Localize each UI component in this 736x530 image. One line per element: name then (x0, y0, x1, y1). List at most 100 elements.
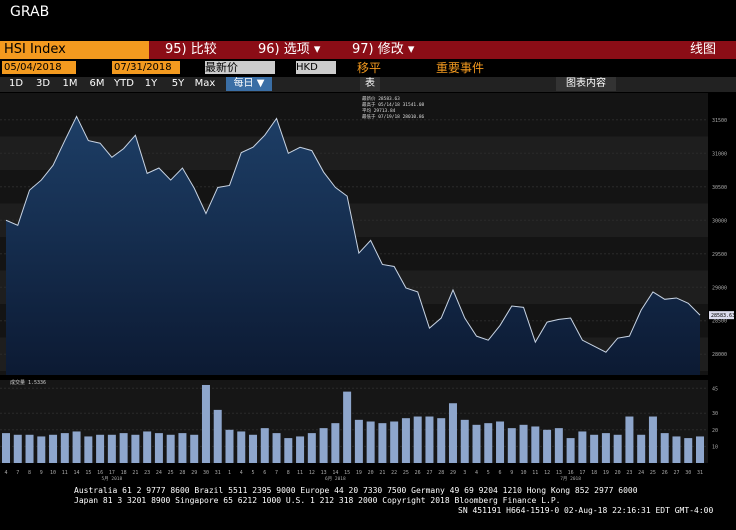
x-tick-label: 31 (215, 470, 221, 476)
x-tick-label: 19 (603, 470, 609, 476)
legend-entry: 最高于 05/14/18 31541.08 (362, 101, 425, 108)
x-tick-label: 25 (403, 470, 409, 476)
volume-bar (72, 431, 81, 463)
x-tick-label: 4 (475, 470, 478, 476)
legend-entry: 最新价 28583.63 (362, 95, 400, 102)
last-label: 28583.63 (711, 313, 735, 319)
x-tick-label: 15 (344, 470, 350, 476)
volume-bar (284, 438, 293, 463)
x-tick-label: 27 (673, 470, 679, 476)
x-tick-label: 26 (415, 470, 421, 476)
month-label: 6月 2018 (325, 476, 346, 482)
volume-bar (107, 434, 116, 463)
menu-compare[interactable]: 95) 比较 (165, 42, 217, 57)
x-tick-label: 14 (74, 470, 80, 476)
volume-bar (554, 428, 563, 463)
volume-bar (460, 419, 469, 463)
volume-bar (25, 434, 34, 463)
x-tick-label: 10 (521, 470, 527, 476)
volume-bar (178, 433, 187, 463)
x-tick-label: 24 (638, 470, 644, 476)
field[interactable]: 最新价 (205, 61, 275, 74)
volume-bar (684, 438, 693, 463)
y-tick-label: 31000 (712, 151, 727, 157)
volume-bar (590, 434, 599, 463)
contents-button[interactable]: 图表内容 (556, 77, 616, 91)
volume-bar (2, 433, 10, 463)
volume-bar (660, 433, 669, 463)
x-tick-label: 12 (309, 470, 315, 476)
shift[interactable]: 移平 (357, 61, 382, 75)
x-tick-label: 27 (426, 470, 432, 476)
volume-bar (366, 421, 375, 463)
frequency[interactable]: 每日 ▼ (226, 77, 272, 91)
volume-bar (201, 384, 210, 463)
chart-type[interactable]: 线图 (690, 42, 717, 57)
volume-bar (237, 431, 246, 463)
x-tick-label: 28 (179, 470, 185, 476)
volume-bar (519, 424, 528, 463)
volume-bar (566, 438, 575, 463)
menu-options[interactable]: 96) 选项 ▾ (258, 42, 321, 57)
y-tick-label: 30500 (712, 185, 727, 191)
x-tick-label: 1 (228, 470, 231, 476)
period-button[interactable]: 1M (62, 78, 78, 89)
volume-bar (119, 433, 128, 463)
volume-bg (0, 380, 708, 463)
volume-legend: 成交量 1.5336 (10, 379, 46, 386)
x-tick-label: 11 (62, 470, 68, 476)
title-bar (0, 41, 736, 59)
price-line (5, 115, 701, 353)
x-tick-label: 30 (203, 470, 209, 476)
volume-bar (49, 434, 58, 463)
month-label: 7月 2018 (560, 476, 581, 482)
period-button[interactable]: 1D (8, 78, 24, 89)
volume-bar (60, 433, 69, 463)
volume-bar (154, 433, 163, 463)
y-tick-label: 30000 (712, 218, 727, 224)
volume-bar (260, 428, 269, 463)
table-button[interactable]: 表 (360, 77, 380, 91)
x-tick-label: 8 (287, 470, 290, 476)
last-box (709, 311, 734, 320)
x-tick-label: 18 (591, 470, 597, 476)
events[interactable]: 重要事件 (436, 61, 485, 75)
currency[interactable]: HKD (296, 61, 336, 74)
menu-modify[interactable]: 97) 修改 ▾ (352, 42, 415, 57)
ticker[interactable]: HSI Index (0, 41, 149, 59)
x-tick-label: 6 (499, 470, 502, 476)
period-button[interactable]: Max (194, 78, 216, 89)
x-tick-label: 6 (263, 470, 266, 476)
volume-bar (354, 419, 363, 463)
start-date[interactable]: 05/04/2018 (2, 61, 76, 74)
volume-tick-label: 30 (712, 411, 718, 417)
x-tick-label: 7 (275, 470, 278, 476)
period-button[interactable]: YTD (114, 78, 134, 89)
volume-tick-label: 45 (712, 386, 718, 392)
volume-bar (307, 433, 316, 463)
x-tick-label: 29 (191, 470, 197, 476)
period-button[interactable]: 1Y (144, 78, 158, 89)
period-button[interactable]: 3D (35, 78, 51, 89)
legend-entry: 平均 29713.84 (362, 107, 396, 114)
period-button[interactable]: 5Y (171, 78, 185, 89)
volume-bar (190, 434, 199, 463)
footer-line: SN 451191 H664-1519-0 02-Aug-18 22:16:31… (458, 506, 714, 515)
x-tick-label: 18 (121, 470, 127, 476)
x-tick-label: 25 (168, 470, 174, 476)
x-tick-label: 20 (615, 470, 621, 476)
volume-bar (696, 436, 704, 463)
x-tick-label: 24 (156, 470, 162, 476)
end-date[interactable]: 07/31/2018 (112, 61, 180, 74)
period-button[interactable]: 6M (89, 78, 105, 89)
x-tick-label: 25 (650, 470, 656, 476)
volume-bar (578, 431, 587, 463)
x-tick-label: 15 (85, 470, 91, 476)
x-tick-label: 8 (28, 470, 31, 476)
x-tick-label: 28 (438, 470, 444, 476)
y-tick-label: 29500 (712, 252, 727, 258)
x-tick-label: 23 (144, 470, 150, 476)
volume-bar (496, 421, 505, 463)
x-tick-label: 10 (50, 470, 56, 476)
